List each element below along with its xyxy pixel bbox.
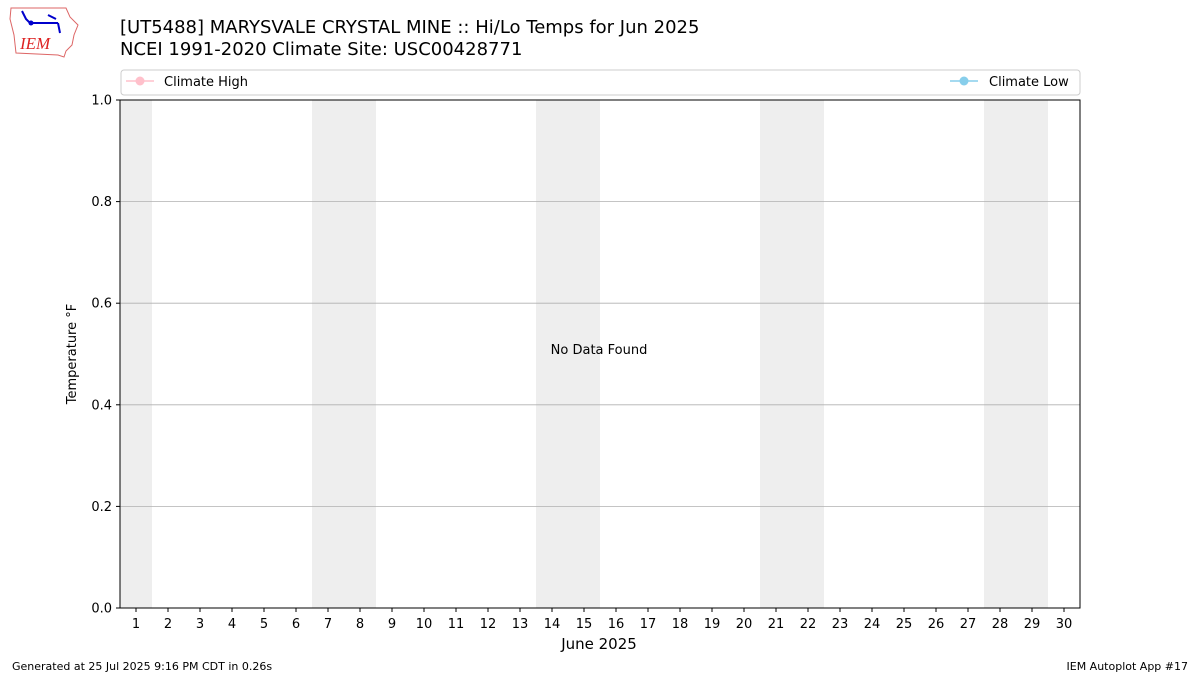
x-tick-label: 7 <box>324 617 332 632</box>
y-tick-label: 0.8 <box>91 195 112 210</box>
x-tick-label: 4 <box>228 617 236 632</box>
x-tick-label: 14 <box>544 617 561 632</box>
x-tick-label: 15 <box>576 617 593 632</box>
y-tick-label: 0.2 <box>91 500 112 515</box>
x-tick-label: 19 <box>704 617 721 632</box>
weekend-shade <box>760 100 824 608</box>
x-tick-label: 18 <box>672 617 689 632</box>
y-tick-label: 0.4 <box>91 398 112 413</box>
x-tick-label: 26 <box>928 617 945 632</box>
weekend-shade <box>984 100 1048 608</box>
x-tick-label: 17 <box>640 617 657 632</box>
legend-high-label: Climate High <box>164 75 248 90</box>
chart-subtitle: NCEI 1991-2020 Climate Site: USC00428771 <box>120 39 523 60</box>
x-tick-label: 21 <box>768 617 785 632</box>
x-tick-label: 29 <box>1024 617 1041 632</box>
x-axis-label: June 2025 <box>560 635 637 653</box>
legend: Climate High Climate Low <box>120 69 1081 96</box>
x-tick-label: 16 <box>608 617 625 632</box>
x-tick-label: 10 <box>416 617 433 632</box>
x-tick-label: 9 <box>388 617 396 632</box>
x-tick-label: 3 <box>196 617 204 632</box>
x-tick-label: 12 <box>480 617 497 632</box>
x-tick-label: 20 <box>736 617 753 632</box>
x-tick-label: 8 <box>356 617 364 632</box>
footer-generated: Generated at 25 Jul 2025 9:16 PM CDT in … <box>12 660 273 673</box>
x-tick-label: 23 <box>832 617 849 632</box>
x-tick-label: 5 <box>260 617 268 632</box>
y-tick-label: 0.6 <box>91 297 112 312</box>
weekend-shade <box>536 100 600 608</box>
x-tick-label: 6 <box>292 617 300 632</box>
x-tick-label: 13 <box>512 617 529 632</box>
legend-high-marker <box>135 76 145 86</box>
x-tick-label: 11 <box>448 617 465 632</box>
x-tick-label: 30 <box>1056 617 1073 632</box>
chart-title: [UT5488] MARYSVALE CRYSTAL MINE :: Hi/Lo… <box>120 17 700 38</box>
weekend-shade <box>312 100 376 608</box>
footer-app: IEM Autoplot App #17 <box>1066 660 1189 673</box>
logo-text: IEM <box>19 34 51 53</box>
y-axis-label: Temperature °F <box>65 304 80 405</box>
weekend-shade <box>120 100 152 608</box>
x-tick-label: 22 <box>800 617 817 632</box>
x-tick-label: 25 <box>896 617 913 632</box>
no-data-annotation: No Data Found <box>551 343 648 358</box>
x-tick-label: 24 <box>864 617 881 632</box>
legend-low-label: Climate Low <box>989 75 1069 90</box>
y-tick-label: 1.0 <box>91 94 112 109</box>
x-tick-label: 28 <box>992 617 1009 632</box>
x-tick-label: 27 <box>960 617 977 632</box>
plot-frame <box>119 99 1081 609</box>
iem-logo: IEM <box>9 7 79 58</box>
x-tick-label: 1 <box>132 617 140 632</box>
x-tick-label: 2 <box>164 617 172 632</box>
y-tick-label: 0.0 <box>91 602 112 617</box>
legend-low-marker <box>959 76 969 86</box>
